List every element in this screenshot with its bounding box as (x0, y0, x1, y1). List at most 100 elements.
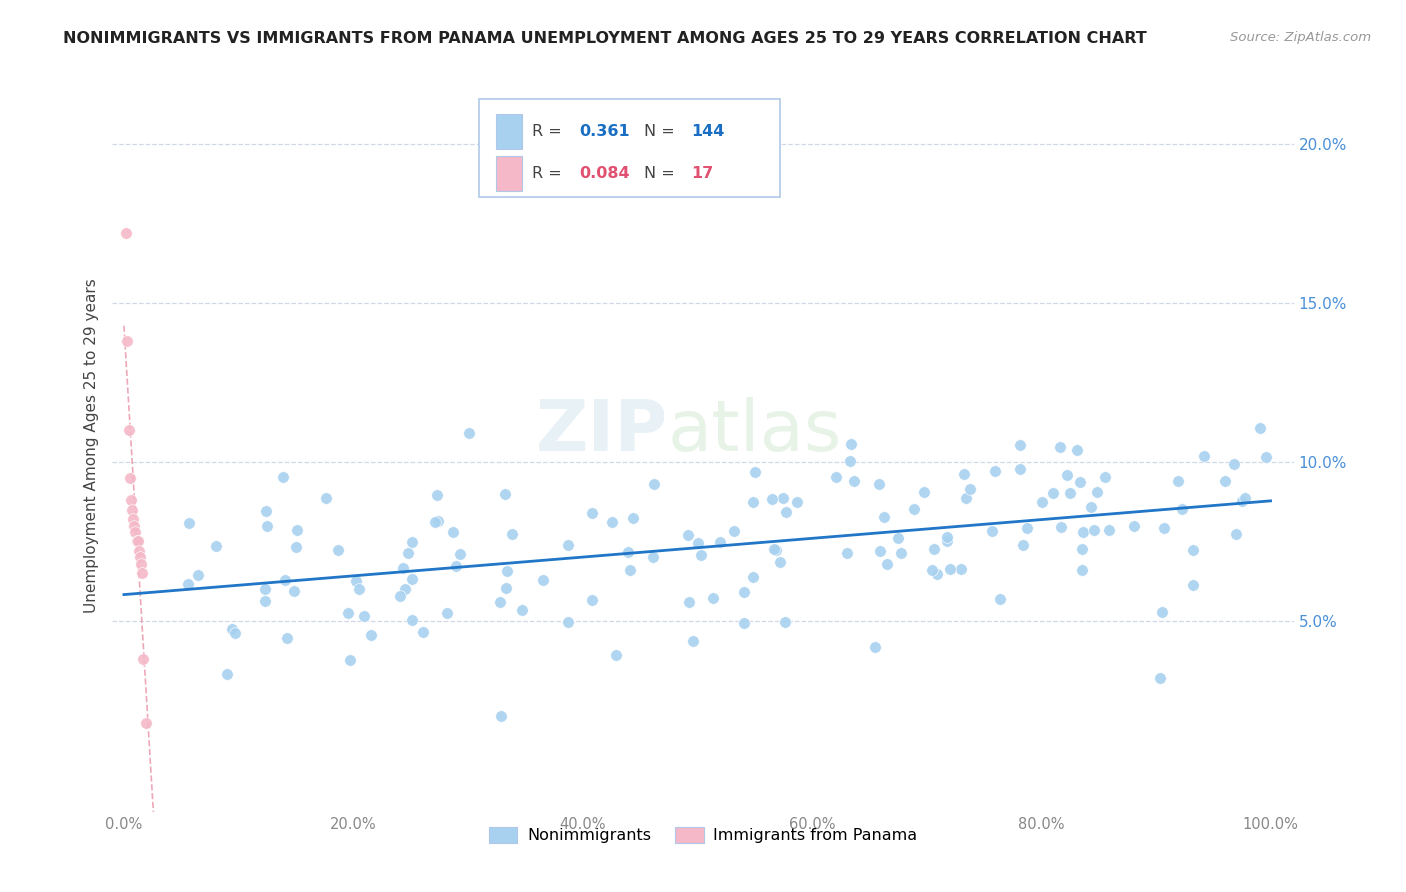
Point (510, 603, 533, 617)
Point (224, 626, 246, 640)
Point (773, 615, 796, 629)
Point (446, 558, 468, 573)
Point (1182, 543, 1205, 558)
Point (401, 573, 423, 587)
Point (678, 527, 700, 541)
Point (1254, 450, 1277, 464)
Point (953, 467, 976, 481)
Point (120, 493, 142, 508)
Point (688, 536, 710, 550)
Point (925, 567, 948, 582)
Point (337, 606, 360, 620)
Point (328, 542, 350, 557)
Point (938, 562, 960, 576)
Text: R =: R = (531, 166, 567, 181)
Point (621, 511, 644, 525)
Point (253, 582, 276, 596)
Point (557, 615, 579, 630)
Point (682, 634, 704, 648)
Point (1213, 474, 1236, 488)
Point (495, 564, 517, 578)
Point (772, 491, 794, 505)
Point (489, 709, 512, 723)
Point (869, 544, 891, 558)
Point (1011, 538, 1033, 552)
Text: 144: 144 (692, 124, 724, 139)
Point (187, 568, 209, 582)
Point (886, 532, 908, 546)
Point (396, 546, 419, 560)
Point (401, 613, 423, 627)
Point (868, 476, 890, 491)
Point (775, 505, 797, 519)
Point (876, 557, 898, 571)
Point (835, 546, 858, 560)
Point (1098, 524, 1121, 538)
Point (204, 539, 226, 553)
FancyBboxPatch shape (478, 99, 780, 197)
Point (1031, 494, 1053, 508)
Point (765, 543, 787, 558)
Point (1080, 500, 1102, 514)
Point (177, 516, 200, 531)
Point (1150, 605, 1173, 619)
Point (423, 515, 446, 529)
Point (531, 573, 554, 587)
Point (744, 465, 766, 479)
Point (1222, 457, 1244, 471)
Point (127, 534, 149, 549)
Point (177, 577, 200, 591)
Point (131, 566, 153, 581)
Point (283, 583, 305, 598)
Point (128, 544, 150, 558)
Point (271, 470, 294, 484)
Point (1083, 523, 1105, 537)
Point (495, 487, 517, 501)
Text: 0.361: 0.361 (579, 124, 630, 139)
Point (254, 503, 277, 517)
Point (401, 535, 423, 549)
Point (274, 573, 297, 587)
Point (1225, 527, 1247, 541)
Point (1042, 486, 1064, 500)
Point (392, 561, 415, 575)
Point (254, 593, 277, 607)
Point (1153, 521, 1175, 535)
Point (1066, 442, 1088, 457)
Point (619, 563, 641, 577)
Point (426, 488, 449, 502)
Point (360, 628, 382, 642)
Point (742, 495, 765, 509)
Point (1123, 519, 1146, 533)
Point (347, 582, 370, 596)
Point (921, 564, 943, 578)
Point (287, 523, 309, 537)
Point (769, 555, 792, 569)
Text: N =: N = (644, 124, 681, 139)
Text: NONIMMIGRANTS VS IMMIGRANTS FROM PANAMA UNEMPLOYMENT AMONG AGES 25 TO 29 YEARS C: NONIMMIGRANTS VS IMMIGRANTS FROM PANAMA … (63, 31, 1147, 46)
Point (844, 474, 866, 488)
Point (617, 545, 640, 559)
Point (388, 589, 411, 603)
Point (1071, 525, 1094, 540)
Point (276, 631, 298, 645)
Point (581, 506, 603, 520)
Point (1087, 485, 1109, 500)
Point (221, 622, 243, 636)
Point (643, 477, 665, 491)
Text: 17: 17 (692, 166, 713, 181)
FancyBboxPatch shape (496, 156, 522, 191)
Point (285, 540, 308, 554)
Point (903, 501, 925, 516)
Point (441, 525, 464, 540)
Point (1010, 438, 1032, 452)
Point (344, 574, 367, 588)
Text: Source: ZipAtlas.com: Source: ZipAtlas.com (1230, 31, 1371, 45)
Point (1233, 491, 1256, 506)
Point (125, 534, 148, 549)
Point (117, 334, 139, 348)
Point (256, 519, 278, 533)
Point (741, 570, 763, 584)
Point (1071, 542, 1094, 557)
Point (1094, 469, 1116, 483)
